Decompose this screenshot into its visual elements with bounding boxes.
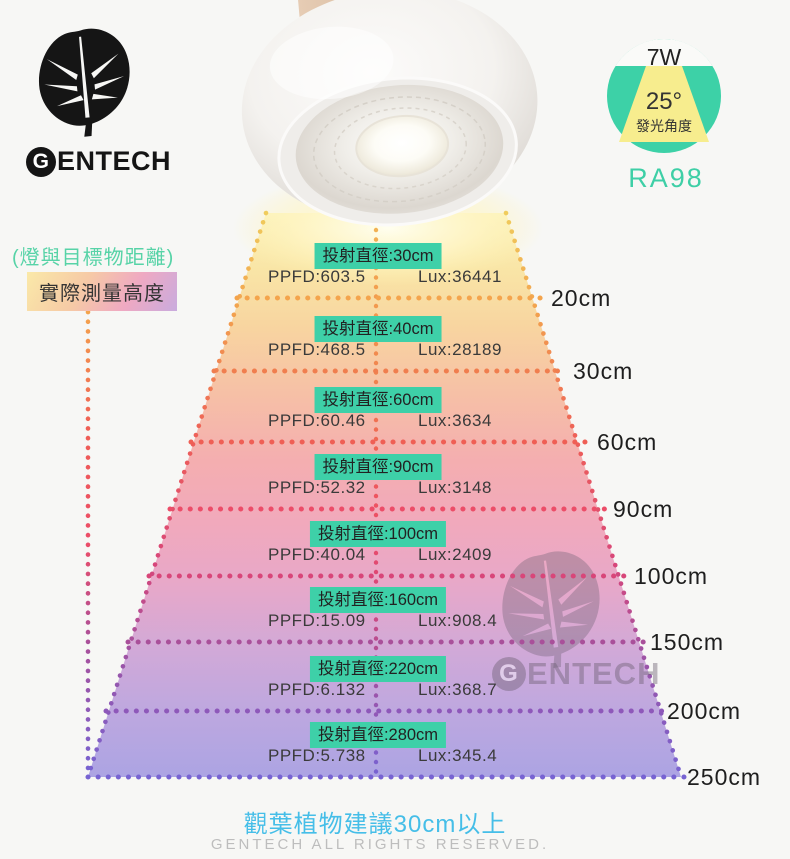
watermark-brand-name: ENTECH xyxy=(527,656,661,691)
brand-logo: G ENTECH xyxy=(26,146,171,177)
lux-value: Lux:368.7 xyxy=(418,680,498,699)
copyright-text: GENTECH ALL RIGHTS RESERVED. xyxy=(210,836,550,853)
plant-recommendation: 觀葉植物建議30cm以上 xyxy=(243,811,507,838)
watermark-g-icon: G xyxy=(492,657,526,691)
ppfd-value: PPFD:52.32 xyxy=(268,478,366,497)
beam-angle-value: 25° xyxy=(645,88,683,115)
distance-label: 60cm xyxy=(597,429,658,455)
power-rating: 7W xyxy=(646,44,682,70)
distance-label: 200cm xyxy=(667,698,742,724)
projection-diameter-badge: 投射直徑:100cm xyxy=(309,521,447,547)
lux-value: Lux:3634 xyxy=(418,411,492,430)
distance-label: 250cm xyxy=(687,764,762,790)
projection-diameter-badge: 投射直徑:220cm xyxy=(309,656,447,682)
cri-rating: RA98 xyxy=(628,163,704,193)
lux-value: Lux:36441 xyxy=(418,267,502,286)
ppfd-value: PPFD:5.738 xyxy=(268,746,366,765)
beam-angle-badge xyxy=(607,38,721,153)
brand-name: ENTECH xyxy=(57,146,172,176)
lux-value: Lux:3148 xyxy=(418,478,492,497)
lux-value: Lux:908.4 xyxy=(418,611,498,630)
bulb-image xyxy=(241,0,538,227)
ppfd-value: PPFD:40.04 xyxy=(268,545,366,564)
distance-label: 100cm xyxy=(634,563,709,589)
lux-value: Lux:28189 xyxy=(418,340,502,359)
monstera-leaf-icon xyxy=(38,28,130,137)
projection-diameter-badge: 投射直徑:30cm xyxy=(314,243,442,269)
lux-value: Lux:2409 xyxy=(418,545,492,564)
projection-diameter-badge: 投射直徑:160cm xyxy=(309,587,447,613)
ppfd-value: PPFD:60.46 xyxy=(268,411,366,430)
ppfd-value: PPFD:468.5 xyxy=(268,340,366,359)
projection-diameter-badge: 投射直徑:90cm xyxy=(314,454,442,480)
watermark-brand: G ENTECH xyxy=(492,656,660,692)
projection-diameter-badge: 投射直徑:60cm xyxy=(314,387,442,413)
beam-angle-label: 發光角度 xyxy=(636,118,692,134)
ppfd-value: PPFD:6.132 xyxy=(268,680,366,699)
ppfd-value: PPFD:15.09 xyxy=(268,611,366,630)
ppfd-value: PPFD:603.5 xyxy=(268,267,366,286)
distance-note-label: (燈與目標物距離) xyxy=(12,247,175,269)
brand-g-icon: G xyxy=(26,146,56,177)
distance-label: 150cm xyxy=(650,629,725,655)
distance-label: 30cm xyxy=(573,358,634,384)
distance-label: 20cm xyxy=(551,285,612,311)
projection-diameter-badge: 投射直徑:40cm xyxy=(314,316,442,342)
projection-diameter-badge: 投射直徑:280cm xyxy=(309,722,447,748)
cone-right-edge-dotted xyxy=(503,210,684,780)
measured-height-label: 實際測量高度 xyxy=(27,272,177,311)
cone-left-edge-dotted xyxy=(85,210,269,780)
lux-value: Lux:345.4 xyxy=(418,746,498,765)
distance-label: 90cm xyxy=(613,496,674,522)
watermark-leaf-icon xyxy=(502,551,600,669)
